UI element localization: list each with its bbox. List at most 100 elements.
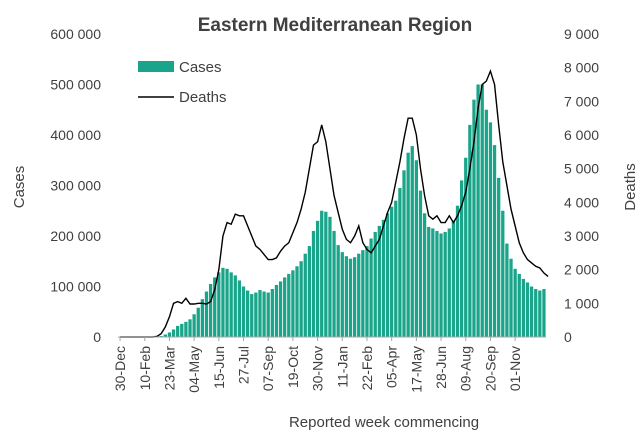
cases-bar: [501, 210, 505, 337]
cases-bar: [497, 177, 501, 337]
cases-bar: [213, 277, 217, 337]
cases-bar: [291, 270, 295, 337]
y-left-tick-label: 100 000: [50, 279, 101, 295]
cases-bar: [509, 258, 513, 337]
cases-bar: [229, 272, 233, 337]
cases-bar: [525, 282, 530, 337]
cases-bar: [451, 220, 456, 337]
cases-bar: [221, 267, 225, 337]
y-axis-right-ticks: 0 1 000 2 000 3 000 4 000 5 000 6 000 7 000 8 00…: [564, 26, 599, 345]
cases-bar: [439, 233, 443, 337]
cases-bar: [196, 307, 200, 337]
cases-bar: [418, 190, 423, 337]
x-tick-label: 11-Jan: [334, 346, 350, 388]
cases-bar: [171, 329, 176, 337]
cases-bar: [344, 256, 349, 337]
cases-bar: [377, 225, 381, 337]
cases-bar: [278, 281, 283, 337]
cases-bar: [529, 286, 534, 337]
cases-bar: [406, 152, 410, 337]
x-tick-label: 01-Nov: [507, 346, 523, 391]
y-left-tick-label: 400 000: [50, 127, 101, 143]
cases-bar: [340, 252, 344, 337]
cases-bar: [176, 325, 180, 337]
cases-bar: [352, 257, 357, 337]
x-tick-label: 05-Apr: [384, 346, 400, 388]
cases-bar: [381, 219, 386, 337]
cases-bar: [208, 283, 213, 337]
cases-bar: [250, 294, 254, 337]
cases-bar: [217, 272, 221, 337]
cases-bars: [159, 84, 546, 338]
x-tick-label: 19-Oct: [285, 346, 301, 388]
x-tick-label: 15-Jun: [211, 346, 227, 389]
cases-bar: [258, 290, 262, 337]
cases-bar: [464, 157, 468, 337]
y-right-tick-label: 7 000: [564, 93, 599, 109]
cases-bar: [336, 245, 340, 337]
cases-bar: [542, 289, 546, 337]
cases-bar: [307, 246, 312, 337]
cases-bar: [266, 292, 270, 337]
cases-bar: [369, 238, 373, 337]
cases-bar: [414, 160, 419, 337]
cases-bar: [427, 226, 431, 337]
cases-bar: [163, 334, 167, 337]
cases-bar: [188, 319, 192, 337]
x-tick-label: 28-Jun: [433, 346, 449, 389]
y-left-tick-label: 0: [93, 329, 101, 345]
cases-bar: [303, 253, 307, 337]
cases-bar: [348, 258, 353, 337]
cases-bar: [385, 213, 390, 337]
legend-deaths-label: Deaths: [179, 89, 227, 106]
legend: Cases Deaths: [138, 59, 227, 106]
y-left-tick-label: 500 000: [50, 77, 101, 93]
cases-bar: [274, 284, 279, 337]
cases-bar: [488, 122, 493, 338]
x-axis-ticks: 30-Dec 10-Feb 23-Mar 04-May 15-Jun 27-Jul 07-S…: [112, 337, 523, 393]
cases-bar: [472, 99, 476, 338]
cases-bar: [361, 250, 365, 337]
cases-bar: [167, 332, 172, 337]
y-right-tick-label: 1 000: [564, 295, 599, 311]
x-tick-label: 30-Nov: [310, 346, 326, 391]
cases-bar: [521, 278, 526, 337]
deaths-line: [120, 68, 549, 338]
y-right-tick-label: 2 000: [564, 262, 599, 278]
y-axis-left-ticks: 0 100 000 200 000 300 000 400 000 500 000 600 …: [50, 26, 101, 345]
cases-bar: [443, 231, 447, 337]
y-right-tick-label: 3 000: [564, 228, 599, 244]
cases-bar: [328, 216, 332, 337]
cases-bar: [517, 273, 521, 338]
cases-bar: [492, 145, 497, 337]
cases-bar: [192, 314, 196, 337]
cases-bar: [200, 299, 205, 338]
y-axis-left-title: Cases: [11, 166, 28, 209]
cases-bar: [468, 124, 472, 338]
cases-bar: [390, 206, 394, 337]
cases-bar: [394, 200, 398, 337]
y-left-tick-label: 300 000: [50, 178, 101, 194]
y-right-tick-label: 9 000: [564, 26, 599, 42]
cases-bar: [534, 289, 538, 337]
cases-bar: [315, 220, 320, 337]
cases-bar: [410, 146, 414, 337]
cases-bar: [204, 291, 209, 337]
legend-cases-label: Cases: [179, 59, 222, 76]
cases-bar: [431, 228, 435, 337]
cases-bar: [324, 211, 328, 337]
cases-bar: [484, 109, 488, 337]
y-right-tick-label: 4 000: [564, 194, 599, 210]
cases-bar: [505, 243, 509, 337]
cases-bar: [402, 170, 406, 337]
cases-bar: [287, 273, 291, 338]
y-right-tick-label: 6 000: [564, 127, 599, 143]
cases-bar: [398, 188, 402, 337]
cases-bar: [295, 266, 299, 337]
cases-bar: [435, 230, 439, 337]
cases-bar: [225, 268, 229, 337]
cases-bar: [159, 335, 163, 337]
cases-bar: [254, 292, 258, 337]
x-tick-label: 17-May: [408, 346, 424, 393]
